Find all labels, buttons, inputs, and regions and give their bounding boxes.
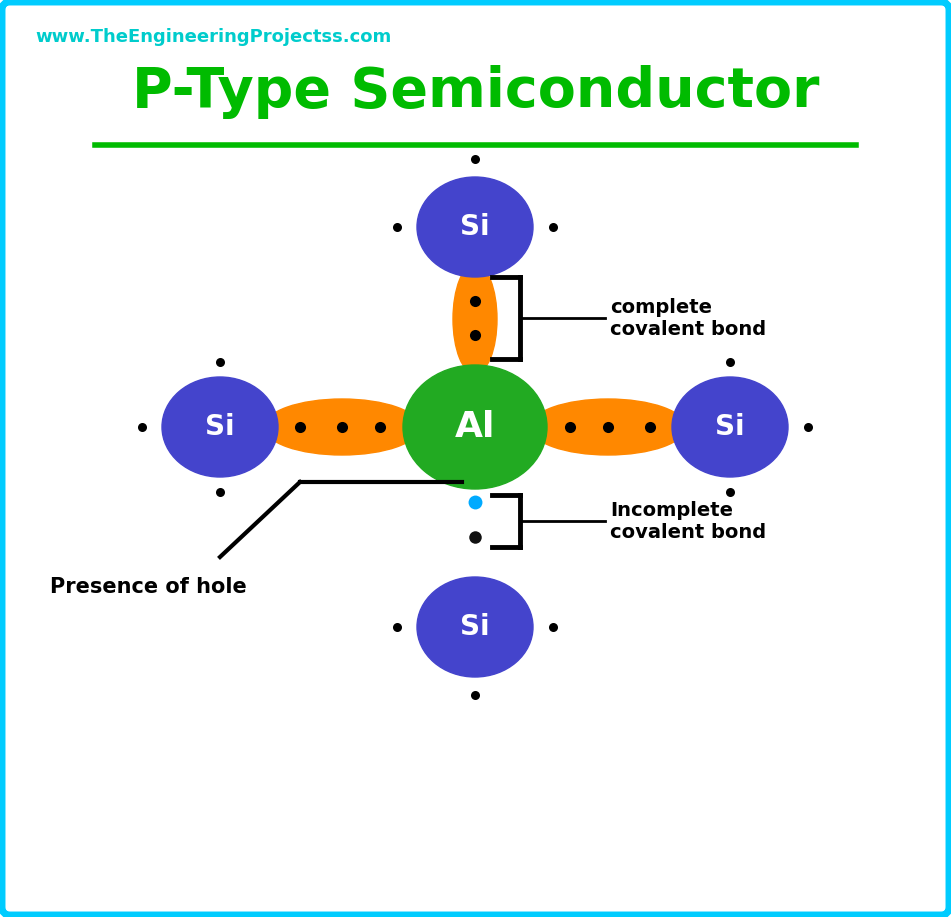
Ellipse shape	[403, 365, 547, 489]
Text: P-Type Semiconductor: P-Type Semiconductor	[132, 65, 819, 119]
Text: Si: Si	[715, 413, 745, 441]
Ellipse shape	[162, 377, 278, 477]
Text: www.TheEngineeringProjectss.com: www.TheEngineeringProjectss.com	[35, 28, 391, 46]
Ellipse shape	[672, 377, 788, 477]
Ellipse shape	[264, 399, 420, 455]
Ellipse shape	[417, 577, 533, 677]
Text: Incomplete
covalent bond: Incomplete covalent bond	[610, 501, 767, 542]
Text: complete
covalent bond: complete covalent bond	[610, 297, 767, 338]
Text: Si: Si	[460, 213, 490, 241]
Text: Presence of hole: Presence of hole	[50, 577, 246, 597]
Text: Si: Si	[460, 613, 490, 641]
Ellipse shape	[530, 399, 686, 455]
Text: Si: Si	[205, 413, 235, 441]
Ellipse shape	[453, 264, 497, 374]
Ellipse shape	[417, 177, 533, 277]
Text: Al: Al	[455, 410, 495, 444]
